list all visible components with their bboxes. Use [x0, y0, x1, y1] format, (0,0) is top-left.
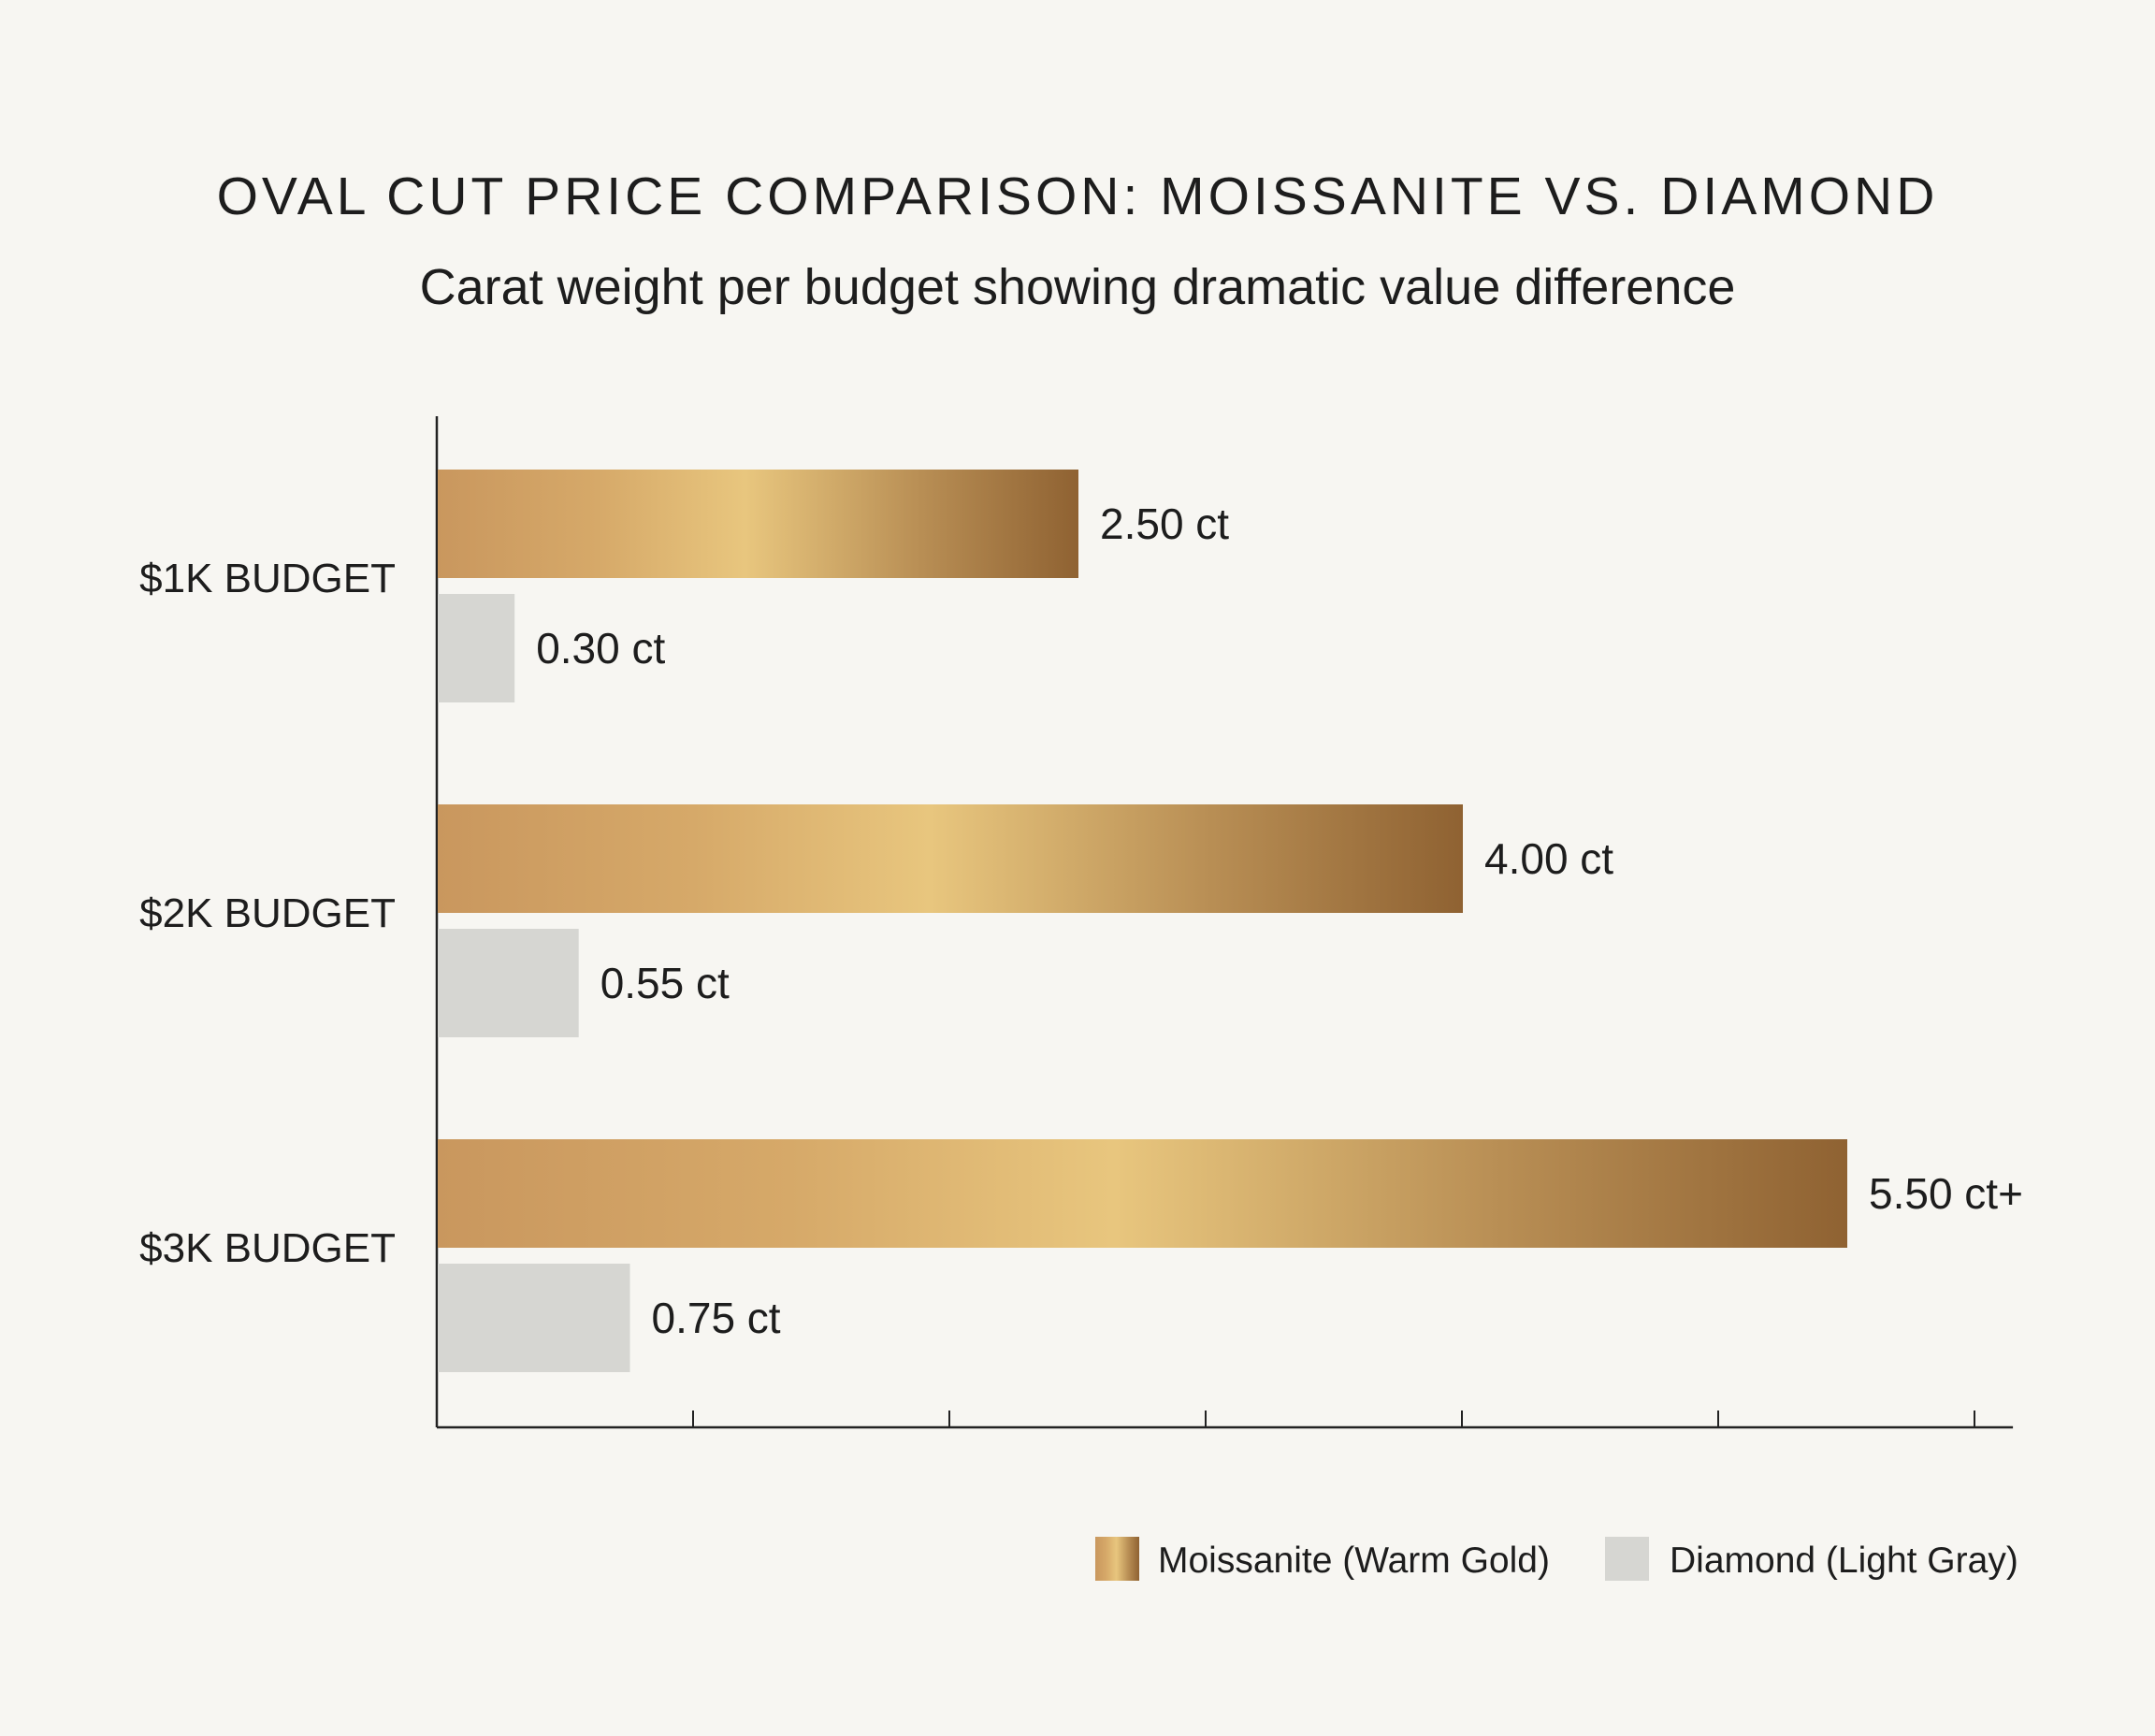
legend-swatch-diamond: [1605, 1537, 1649, 1581]
data-label: 0.75 ct: [652, 1294, 781, 1342]
data-label: 0.55 ct: [600, 959, 730, 1007]
legend: Moissanite (Warm Gold) Diamond (Light Gr…: [1095, 1537, 2018, 1581]
chart-title: OVAL CUT PRICE COMPARISON: MOISSANITE VS…: [217, 166, 1939, 226]
category-label: $3K BUDGET: [139, 1225, 396, 1271]
legend-label-moissanite: Moissanite (Warm Gold): [1158, 1541, 1550, 1581]
bar-moissanite: [438, 1139, 1847, 1248]
chart-subtitle: Carat weight per budget showing dramatic…: [420, 259, 1736, 315]
category-label: $2K BUDGET: [139, 890, 396, 936]
bar-moissanite: [438, 804, 1463, 913]
legend-swatch-moissanite: [1095, 1537, 1139, 1581]
bar-moissanite: [438, 470, 1078, 578]
bar-diamond: [438, 594, 515, 702]
bar-diamond: [438, 1264, 630, 1372]
data-label: 5.50 ct+: [1869, 1169, 2023, 1218]
data-label: 4.00 ct: [1484, 834, 1613, 883]
category-label: $1K BUDGET: [139, 556, 396, 601]
data-label: 0.30 ct: [536, 624, 665, 673]
bar-diamond: [438, 929, 579, 1037]
data-label: 2.50 ct: [1100, 499, 1229, 548]
legend-label-diamond: Diamond (Light Gray): [1670, 1541, 2018, 1581]
